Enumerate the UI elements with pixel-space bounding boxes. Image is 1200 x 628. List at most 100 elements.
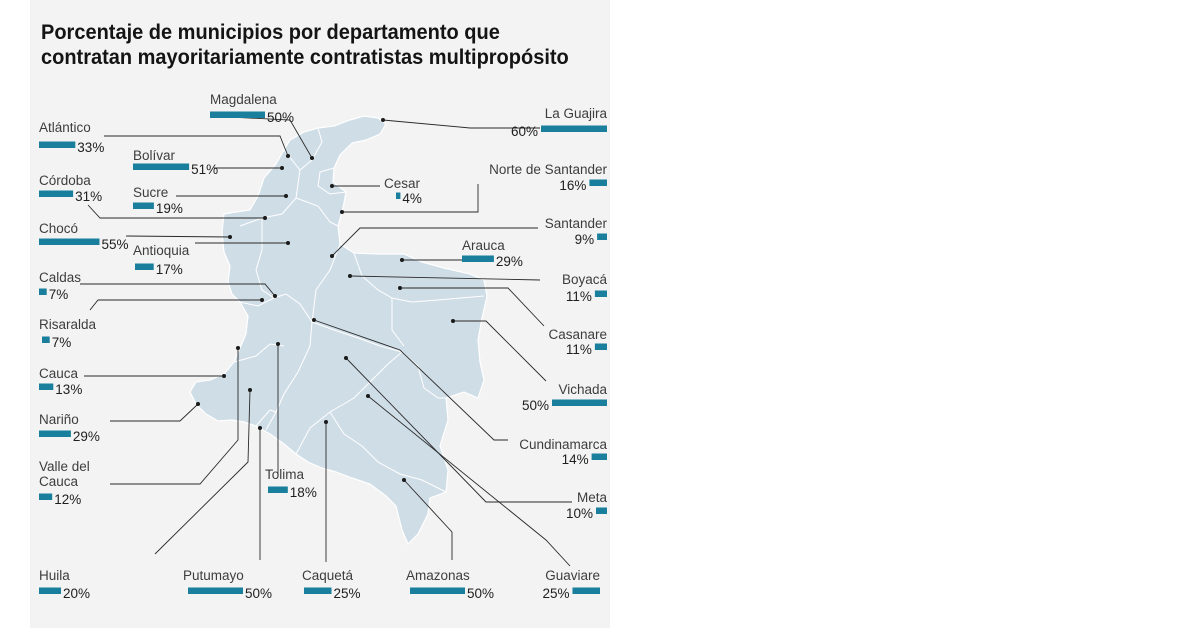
value-cundinamarca: 14% — [562, 452, 589, 467]
bar-atlantico — [39, 141, 76, 148]
bar-cundinamarca — [591, 453, 607, 460]
leader-risaralda — [89, 299, 262, 311]
value-cordoba: 31% — [75, 189, 102, 204]
value-cauca: 13% — [55, 382, 82, 397]
colombia-outline — [189, 115, 488, 546]
value-santander: 9% — [575, 232, 595, 247]
value-vichada: 50% — [522, 398, 549, 413]
dot-cordoba — [263, 216, 267, 220]
value-arauca: 29% — [496, 254, 523, 269]
dot-norte-de-santander — [340, 210, 344, 214]
leader-caldas — [80, 283, 276, 297]
label-putumayo: Putumayo — [183, 568, 244, 583]
dot-caqueta — [324, 420, 328, 424]
dot-cundinamarca — [312, 318, 316, 322]
bar-guaviare — [572, 587, 600, 594]
leader-huila — [154, 389, 251, 555]
leader-cordoba — [87, 204, 265, 219]
label-caqueta: Caquetá — [302, 568, 354, 583]
leader-la-guajira — [382, 119, 540, 129]
dot-huila — [248, 388, 252, 392]
label-cundinamarca: Cundinamarca — [519, 437, 607, 452]
bar-santander — [597, 233, 607, 240]
bar-caldas — [39, 288, 47, 295]
bar-meta — [596, 507, 607, 514]
label-vichada: Vichada — [558, 382, 607, 397]
value-antioquia: 17% — [156, 262, 183, 277]
value-casanare: 11% — [566, 342, 592, 357]
value-bolivar: 51% — [191, 162, 218, 177]
value-tolima: 18% — [290, 485, 317, 500]
colombia-map — [189, 115, 488, 546]
dot-arauca — [400, 258, 404, 262]
leader-vichada — [453, 320, 547, 382]
value-amazonas: 50% — [467, 586, 494, 601]
bar-sucre — [133, 202, 154, 209]
bar-cauca — [39, 383, 54, 390]
bar-la-guajira — [541, 125, 607, 132]
label-cauca: Cauca — [39, 366, 79, 381]
value-atlantico: 33% — [77, 140, 104, 155]
dot-narino — [196, 402, 200, 406]
value-bars — [39, 111, 607, 594]
dot-caldas — [273, 294, 277, 298]
department-labels: Magdalena 50% La Guajira 60% Atlántico 33% Bol… — [39, 92, 607, 601]
label-risaralda: Risaralda — [39, 317, 97, 332]
dot-tolima — [276, 342, 280, 346]
bar-narino — [39, 430, 71, 437]
leader-guaviare — [367, 395, 571, 567]
chart-title: Porcentaje de municipios por departament… — [41, 20, 569, 69]
dot-choco — [228, 235, 232, 239]
value-sucre: 19% — [156, 201, 183, 216]
value-boyaca: 11% — [566, 289, 592, 304]
dot-valle-del-cauca — [236, 346, 240, 350]
label-sucre: Sucre — [133, 185, 168, 200]
value-la-guajira: 60% — [511, 124, 538, 139]
label-atlantico: Atlántico — [39, 120, 91, 135]
dot-casanare — [398, 286, 402, 290]
value-choco: 55% — [102, 237, 129, 252]
value-guaviare: 25% — [542, 586, 569, 601]
dot-boyaca — [348, 274, 352, 278]
bar-antioquia — [135, 263, 154, 270]
bar-cordoba — [39, 190, 74, 197]
bar-casanare — [594, 343, 607, 350]
bar-tolima — [268, 486, 288, 493]
bar-cesar — [396, 192, 401, 199]
value-huila: 20% — [63, 586, 90, 601]
value-meta: 10% — [566, 506, 593, 521]
dot-antioquia — [286, 241, 290, 245]
value-putumayo: 50% — [245, 586, 272, 601]
value-caldas: 7% — [49, 287, 69, 302]
label-meta: Meta — [577, 490, 608, 505]
dot-santander — [330, 254, 334, 258]
leader-cundinamarca — [313, 319, 508, 441]
dot-la-guajira — [381, 118, 385, 122]
bar-vichada — [552, 399, 607, 406]
dot-vichada — [451, 319, 455, 323]
dot-guaviare — [366, 394, 370, 398]
leader-casanare — [400, 287, 545, 327]
label-choco: Chocó — [39, 221, 78, 236]
label-boyaca: Boyacá — [562, 272, 608, 287]
label-caldas: Caldas — [39, 270, 81, 285]
value-norte-de-santander: 16% — [559, 178, 586, 193]
label-tolima: Tolima — [265, 467, 305, 482]
bar-arauca — [462, 255, 494, 262]
value-risaralda: 7% — [52, 335, 72, 350]
label-norte-de-santander: Norte de Santander — [489, 162, 607, 177]
dot-cesar — [330, 184, 334, 188]
leader-boyaca — [349, 275, 541, 281]
value-narino: 29% — [73, 429, 100, 444]
bar-risaralda — [42, 336, 50, 343]
dot-sucre — [284, 194, 288, 198]
label-guaviare: Guaviare — [545, 568, 600, 583]
dot-cauca — [222, 374, 226, 378]
leader-meta — [345, 357, 572, 503]
leader-amazonas — [403, 479, 453, 560]
bar-huila — [39, 587, 61, 594]
label-cesar: Cesar — [384, 176, 421, 191]
value-caqueta: 25% — [334, 586, 361, 601]
dot-amazonas — [402, 478, 406, 482]
leader-choco — [125, 235, 231, 238]
